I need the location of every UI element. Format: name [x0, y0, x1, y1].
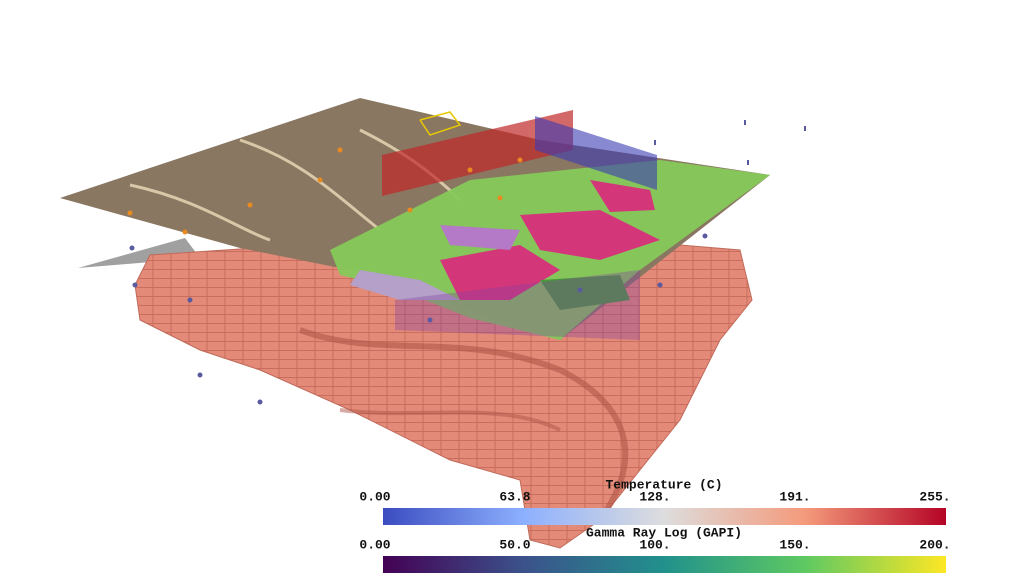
colorbar-label: 0.00 — [359, 489, 390, 504]
colorbar — [383, 556, 946, 573]
scalar-bars: Temperature (C) 0.00 63.8 128. 191. 255. Gamma… — [359, 477, 951, 573]
colorbar-label: 255. — [919, 489, 950, 504]
colorbar-label: 150. — [779, 537, 810, 552]
colorbar-label: 128. — [639, 489, 670, 504]
colorbar-label: 191. — [779, 489, 810, 504]
colorbar-label: 200. — [919, 537, 950, 552]
model-3d — [60, 98, 806, 549]
colorbar-label: 0.00 — [359, 537, 390, 552]
colorbar-title: Gamma Ray Log (GAPI) — [586, 525, 742, 540]
colorbar-label: 50.0 — [499, 537, 530, 552]
colorbar — [383, 508, 946, 525]
colorbar-title: Temperature (C) — [605, 477, 722, 492]
colorbar-label: 100. — [639, 537, 670, 552]
colorbar-label: 63.8 — [499, 489, 530, 504]
